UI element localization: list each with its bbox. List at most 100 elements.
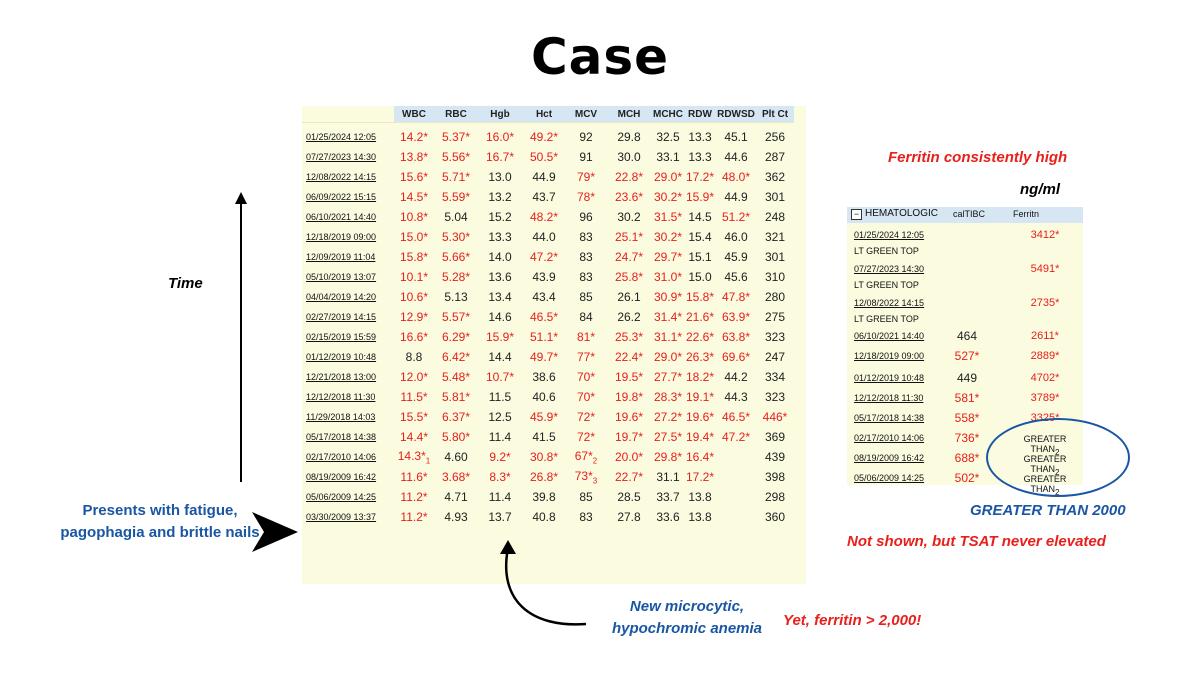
result-date-link[interactable]: 12/18/2019 09:00	[854, 351, 925, 361]
table-cell: 31.1*	[653, 330, 683, 344]
result-date-link[interactable]: 01/25/2024 12:05	[306, 132, 377, 142]
result-date-link[interactable]: 05/06/2009 14:25	[306, 492, 377, 502]
table-cell: 46.5*	[529, 310, 559, 324]
table-cell: 13.8*	[399, 150, 429, 164]
result-date-link[interactable]: 02/17/2010 14:06	[854, 433, 925, 443]
table-cell: 310	[764, 270, 786, 284]
table-cell: 51.1*	[529, 330, 559, 344]
table-row: 07/27/2023 14:30 13.8* 5.56* 16.7* 50.5* 91 30…	[302, 147, 794, 167]
ferritin-value: 2735*	[1030, 297, 1060, 309]
table-cell: 63.9*	[721, 310, 751, 324]
result-date-link[interactable]: 02/15/2019 15:59	[306, 332, 377, 342]
footnote-marker: 2	[592, 456, 598, 466]
result-date-link[interactable]: 01/12/2019 10:48	[854, 373, 925, 383]
table-cell: 15.9*	[685, 190, 715, 204]
result-date-link[interactable]: 05/10/2019 13:07	[306, 272, 377, 282]
table-row: LT GREEN TOP	[847, 277, 1083, 293]
table-cell: 25.1*	[614, 230, 644, 244]
table-cell: 14.2*	[399, 130, 429, 144]
table-row: 12/09/2019 11:04 15.8* 5.66* 14.0 47.2* 83 24.…	[302, 247, 794, 267]
table-cell: 63.8*	[721, 330, 751, 344]
table-cell: 15.5*	[399, 410, 429, 424]
table-cell: 15.0	[688, 270, 712, 284]
table-cell: 15.1	[688, 250, 712, 264]
table-cell: 78*	[576, 190, 596, 204]
table-cell: 13.8	[688, 490, 712, 504]
table-cell: 29.8	[617, 130, 641, 144]
result-date-link[interactable]: 12/21/2018 13:00	[306, 372, 377, 382]
result-date-link[interactable]: 02/27/2019 14:15	[306, 312, 377, 322]
result-date-link[interactable]: 12/08/2022 14:15	[306, 172, 377, 182]
table-cell: 85	[579, 290, 593, 304]
table-cell: 5.13	[444, 290, 468, 304]
col-header-ferritin: Ferritn	[1013, 209, 1040, 219]
result-date-link[interactable]: 04/04/2019 14:20	[306, 292, 377, 302]
table-cell: 360	[764, 510, 786, 524]
result-date-link[interactable]: 01/12/2019 10:48	[306, 352, 377, 362]
result-date-link[interactable]: 03/30/2009 13:37	[306, 512, 377, 522]
section-label: HEMATOLOGIC	[865, 208, 938, 219]
table-cell: 69.6*	[721, 350, 751, 364]
table-cell: 29.8*	[653, 450, 683, 464]
table-cell: 19.6*	[614, 410, 644, 424]
result-date-link[interactable]: 06/09/2022 15:15	[306, 192, 377, 202]
table-cell: 10.8*	[399, 210, 429, 224]
result-date-link[interactable]: 12/12/2018 11:30	[306, 392, 376, 402]
table-row: 12/18/2019 09:00 527* 2889*	[847, 348, 1083, 364]
result-date-link[interactable]: 05/17/2018 14:38	[306, 432, 377, 442]
result-date-link[interactable]: 07/27/2023 14:30	[306, 152, 377, 162]
table-row: 12/18/2019 09:00 15.0* 5.30* 13.3 44.0 83 25.1…	[302, 227, 794, 247]
table-cell: 41.5	[532, 430, 556, 444]
table-cell: 43.9	[532, 270, 556, 284]
table-cell: 5.56*	[441, 150, 471, 164]
result-date-link[interactable]: 11/29/2018 14:03	[306, 412, 376, 422]
hematologic-section[interactable]: − HEMATOLOGIC	[851, 208, 938, 220]
table-cell: 28.5	[617, 490, 641, 504]
result-date-link[interactable]: 08/19/2009 16:42	[306, 472, 377, 482]
table-cell: 15.9*	[485, 330, 515, 344]
footnote-marker: 1	[425, 456, 431, 466]
result-date-link[interactable]: 12/09/2019 11:04	[306, 252, 376, 262]
column-header: WBC	[394, 106, 434, 123]
table-row: 07/27/2023 14:30 5491*	[847, 261, 1083, 277]
result-date-link[interactable]: 05/06/2009 14:25	[854, 473, 925, 483]
result-date-link[interactable]: 06/10/2021 14:40	[854, 331, 925, 341]
tibc-value: 581*	[954, 391, 980, 405]
collapse-icon[interactable]: −	[851, 209, 862, 220]
tibc-value: 688*	[954, 451, 980, 465]
column-header: RDW	[684, 106, 716, 123]
table-cell: 15.6*	[399, 170, 429, 184]
column-header: MCH	[606, 106, 652, 123]
result-date-link[interactable]: 07/27/2023 14:30	[854, 264, 925, 274]
table-cell: 72*	[576, 410, 596, 424]
result-date-link[interactable]: 08/19/2009 16:42	[854, 453, 925, 463]
ferritin-high-note: Ferritin consistently high	[888, 149, 1068, 166]
table-cell: 44.2	[724, 370, 748, 384]
table-cell: 40.8	[532, 510, 556, 524]
table-cell: 439	[764, 450, 786, 464]
result-date-link[interactable]: 01/25/2024 12:05	[854, 230, 925, 240]
table-cell: 17.2*	[685, 170, 715, 184]
table-cell: 5.59*	[441, 190, 471, 204]
table-cell: 17.2*	[685, 470, 715, 484]
presentation-note: Presents with fatigue, pagophagia and br…	[60, 502, 260, 541]
result-date-link[interactable]: 06/10/2021 14:40	[306, 212, 377, 222]
specimen-label: LT GREEN TOP	[854, 280, 919, 290]
table-cell: 92	[579, 130, 593, 144]
result-date-link[interactable]: 12/08/2022 14:15	[854, 298, 925, 308]
table-cell: 45.6	[724, 270, 748, 284]
result-date-link[interactable]: 02/17/2010 14:06	[306, 452, 377, 462]
table-cell: 16.0*	[485, 130, 515, 144]
table-cell: 47.2*	[529, 250, 559, 264]
table-cell: 11.6*	[400, 470, 428, 484]
tibc-value: 449	[956, 371, 978, 385]
table-cell: 14.4	[488, 350, 512, 364]
result-date-link[interactable]: 05/17/2018 14:38	[854, 413, 925, 423]
table-row: 11/29/2018 14:03 15.5* 6.37* 12.5 45.9* 72* 19…	[302, 407, 794, 427]
result-date-link[interactable]: 12/18/2019 09:00	[306, 232, 377, 242]
table-cell: 13.0	[488, 170, 512, 184]
cbc-results-table: WBC RBC Hgb Hct MCV MCH MCHC RDW RDWSD Plt Ct 01/…	[302, 106, 806, 584]
result-date-link[interactable]: 12/12/2018 11:30	[854, 393, 924, 403]
table-cell: 247	[764, 350, 786, 364]
table-cell: 13.3	[688, 130, 712, 144]
